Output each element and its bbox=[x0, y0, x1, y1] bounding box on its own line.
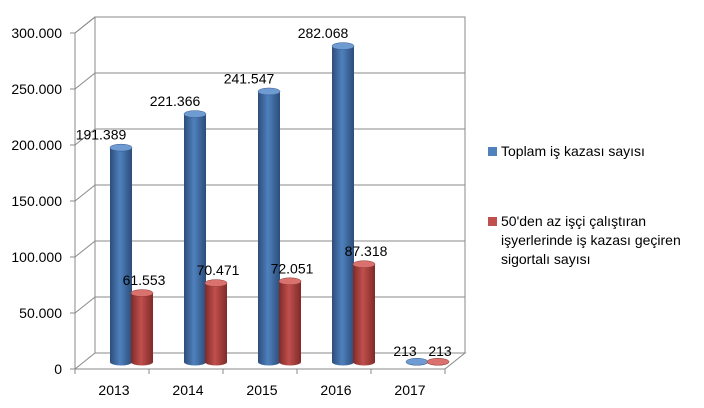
x-tick-label: 2016 bbox=[320, 382, 351, 398]
bar-blue-2013 bbox=[110, 147, 132, 366]
bar-blue-2016 bbox=[332, 46, 354, 366]
legend-item-50den-az: 50'den az işçi çalıştıran işyerlerinde i… bbox=[488, 212, 704, 269]
data-label: 213 bbox=[393, 343, 417, 359]
data-label: 61.553 bbox=[123, 272, 166, 288]
data-label: 213 bbox=[428, 343, 452, 359]
legend-label: 50'den az işçi çalıştıran işyerlerinde i… bbox=[501, 213, 681, 267]
bar-top-2014 bbox=[183, 110, 207, 118]
y-tick-label: 0 bbox=[54, 361, 62, 377]
x-tick-label: 2017 bbox=[394, 382, 425, 398]
x-tick-label: 2015 bbox=[246, 382, 277, 398]
legend-swatch-blue bbox=[488, 147, 497, 156]
bar-blue-2014 bbox=[184, 114, 206, 366]
bar-top-2013 bbox=[109, 143, 133, 152]
bar-red-2013 bbox=[131, 293, 153, 366]
bar-red-2016 bbox=[353, 264, 375, 366]
bar-blue-2015 bbox=[258, 91, 280, 366]
gridline-side bbox=[74, 128, 96, 146]
bar-top-2017 bbox=[405, 358, 429, 366]
gridline-side bbox=[74, 16, 96, 34]
bar-top-2017 bbox=[426, 358, 450, 366]
data-label: 282.068 bbox=[298, 25, 349, 41]
y-tick-label: 150.000 bbox=[11, 193, 62, 209]
legend-swatch-red bbox=[488, 217, 497, 226]
y-tick-label: 300.000 bbox=[11, 25, 62, 41]
legend-label: Toplam iş kazası sayısı bbox=[501, 143, 645, 159]
data-label: 87.318 bbox=[345, 243, 388, 259]
bar-top-2013 bbox=[130, 289, 154, 297]
data-label: 241.547 bbox=[224, 70, 275, 86]
legend-item-toplam: Toplam iş kazası sayısı bbox=[488, 142, 703, 161]
y-tick-label: 100.000 bbox=[11, 249, 62, 265]
gridline-side bbox=[74, 72, 96, 90]
data-label: 221.366 bbox=[150, 93, 201, 109]
y-tick-label: 250.000 bbox=[11, 81, 62, 97]
bar-top-2014 bbox=[204, 279, 228, 287]
bar-red-2015 bbox=[279, 281, 301, 366]
y-tick-label: 50.000 bbox=[19, 305, 62, 321]
data-label: 191.389 bbox=[76, 127, 127, 143]
bar-top-2016 bbox=[352, 260, 376, 268]
bar-red-2014 bbox=[205, 283, 227, 366]
gridline-side bbox=[74, 296, 96, 314]
gridline-side bbox=[74, 184, 96, 202]
data-label: 72.051 bbox=[271, 260, 314, 276]
bar-top-2016 bbox=[331, 42, 355, 50]
data-label: 70.471 bbox=[197, 262, 240, 278]
bar-top-2015 bbox=[278, 277, 302, 286]
y-tick-label: 200.000 bbox=[11, 137, 62, 153]
bar-top-2015 bbox=[257, 87, 281, 96]
x-tick-label: 2014 bbox=[172, 382, 203, 398]
x-tick-label: 2013 bbox=[98, 382, 129, 398]
gridline-side bbox=[74, 240, 96, 258]
